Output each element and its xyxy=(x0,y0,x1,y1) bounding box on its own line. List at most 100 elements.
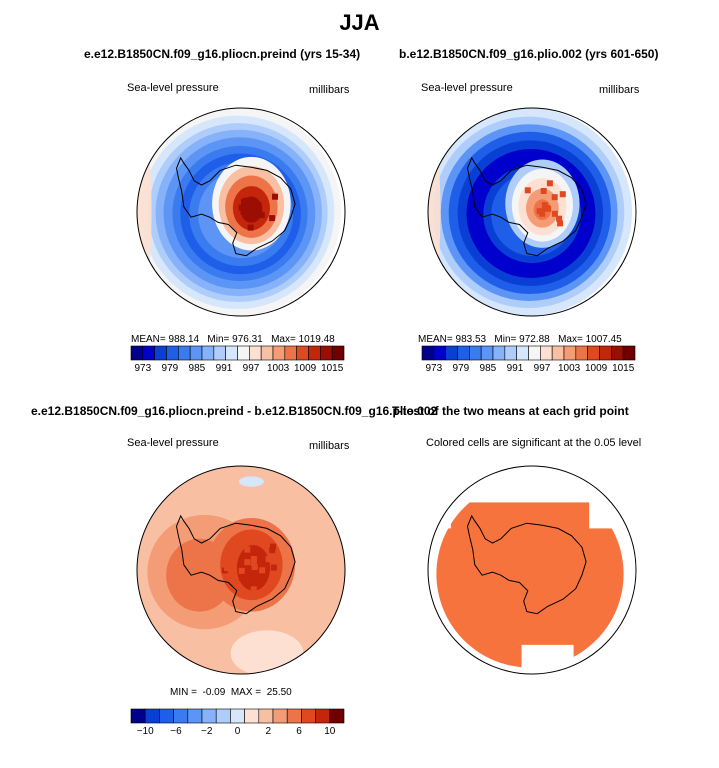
grid-cell xyxy=(246,203,252,210)
grid-cell xyxy=(551,210,558,217)
grid-cell xyxy=(250,556,257,562)
colorbar-swatch xyxy=(201,708,217,724)
colorbar-swatch xyxy=(331,345,345,361)
colorbar-tick-label: 997 xyxy=(243,363,260,374)
contour-band xyxy=(137,118,152,306)
map-3-field xyxy=(137,466,345,674)
contour-band xyxy=(428,123,441,301)
colorbar-panel-3: −10 −6 −2 0 2 6 10 xyxy=(130,708,345,737)
colorbar-tick-label: 1009 xyxy=(585,363,608,374)
colorbar-swatch xyxy=(622,345,636,361)
colorbar-swatch xyxy=(492,345,506,361)
colorbar-swatch xyxy=(551,345,565,361)
grid-cell xyxy=(272,193,278,200)
significance-mask xyxy=(436,480,624,668)
colorbar-swatch xyxy=(159,708,174,724)
grid-cell xyxy=(546,180,553,187)
panel-2-units-label: millibars xyxy=(599,84,640,96)
map-1-border xyxy=(136,107,346,317)
map-4-border xyxy=(427,465,637,675)
grid-cell xyxy=(250,560,257,566)
colorbar-swatch xyxy=(189,345,203,361)
colorbar-swatch xyxy=(457,345,470,361)
colorbar-tick-label: 1015 xyxy=(612,363,635,374)
colorbar-tick-label: 985 xyxy=(480,363,497,374)
colorbar-swatch xyxy=(301,708,316,724)
colorbar-swatch xyxy=(272,345,286,361)
grid-cell xyxy=(259,576,266,583)
colorbar-swatch xyxy=(213,345,226,361)
panel-2-stats: MEAN= 983.53 Min= 972.88 Max= 1007.45 xyxy=(418,334,622,345)
grid-cell xyxy=(259,567,266,574)
colorbar-tick-label: 10 xyxy=(324,726,336,737)
grid-cell xyxy=(236,587,243,594)
colorbar-tick-label: 0 xyxy=(235,726,241,737)
grid-cell xyxy=(238,567,245,574)
grid-cell xyxy=(249,199,256,206)
colorbar-swatch xyxy=(244,708,260,724)
panel-2-variable-label: Sea-level pressure xyxy=(421,82,513,94)
panel-1-title: e.e12.B1850CN.f09_g16.pliocn.preind (yrs… xyxy=(84,47,361,61)
colorbar-swatch xyxy=(284,345,297,361)
grid-cell xyxy=(270,543,276,550)
colorbar-swatch xyxy=(528,345,541,361)
panel-3-units-label: millibars xyxy=(309,440,350,452)
grid-cell xyxy=(539,210,546,217)
panel-3-stats: MIN = -0.09 MAX = 25.50 xyxy=(170,687,292,698)
colorbar-tick-label: 1003 xyxy=(558,363,581,374)
colorbar-swatch xyxy=(166,345,179,361)
colorbar-swatch xyxy=(587,345,600,361)
grid-cell xyxy=(247,224,254,231)
colorbar-tick-label: 1003 xyxy=(267,363,290,374)
grid-cell xyxy=(265,556,272,563)
colorbar-tick-label: 1009 xyxy=(294,363,317,374)
grid-cell xyxy=(240,208,247,215)
map-2-border xyxy=(427,107,637,317)
colorbar-tick-label: −2 xyxy=(201,726,213,737)
colorbar-tick-label: 979 xyxy=(453,363,470,374)
colorbar-tick-label: 2 xyxy=(266,726,272,737)
colorbar-swatch xyxy=(260,345,274,361)
colorbar-swatch xyxy=(320,345,333,361)
map-1-coastline xyxy=(175,156,296,257)
colorbar-tick-label: −6 xyxy=(170,726,182,737)
non-significant-area xyxy=(589,492,636,529)
grid-cell xyxy=(251,204,258,211)
colorbar-tick-label: 973 xyxy=(425,363,442,374)
grid-cell xyxy=(540,188,547,194)
contour-band xyxy=(238,476,264,487)
grid-cell xyxy=(556,215,563,222)
colorbar-swatch xyxy=(130,345,144,361)
colorbar-tick-label: 6 xyxy=(296,726,302,737)
colorbar-swatch xyxy=(286,708,302,724)
grid-cell xyxy=(269,215,276,222)
non-significant-area xyxy=(428,497,451,529)
colorbar-swatch xyxy=(225,345,238,361)
grid-cell xyxy=(244,559,251,566)
colorbar-swatch xyxy=(296,345,309,361)
colorbar-swatch xyxy=(272,708,288,724)
colorbar-swatch xyxy=(575,345,588,361)
grid-cell xyxy=(244,546,251,553)
colorbar-tick-label: −10 xyxy=(137,726,154,737)
colorbar-swatch xyxy=(308,345,321,361)
colorbar-tick-label: 991 xyxy=(507,363,524,374)
grid-cell xyxy=(251,564,258,571)
map-3-coastline xyxy=(175,514,296,615)
colorbar-swatch xyxy=(516,345,529,361)
grid-cell xyxy=(239,574,245,581)
panel-1-variable-label: Sea-level pressure xyxy=(127,82,219,94)
panel-1-units-label: millibars xyxy=(309,84,350,96)
colorbar-swatch xyxy=(178,345,191,361)
grid-cell xyxy=(559,191,566,198)
colorbar-swatch xyxy=(215,708,231,724)
colorbar-swatch xyxy=(480,345,494,361)
grid-cell xyxy=(251,593,258,600)
colorbar-swatch xyxy=(433,345,446,361)
grid-cell xyxy=(255,208,262,215)
grid-cell xyxy=(544,205,550,212)
grid-cell xyxy=(270,564,277,571)
grid-cell xyxy=(551,194,558,201)
map-4-coastline xyxy=(466,514,587,615)
